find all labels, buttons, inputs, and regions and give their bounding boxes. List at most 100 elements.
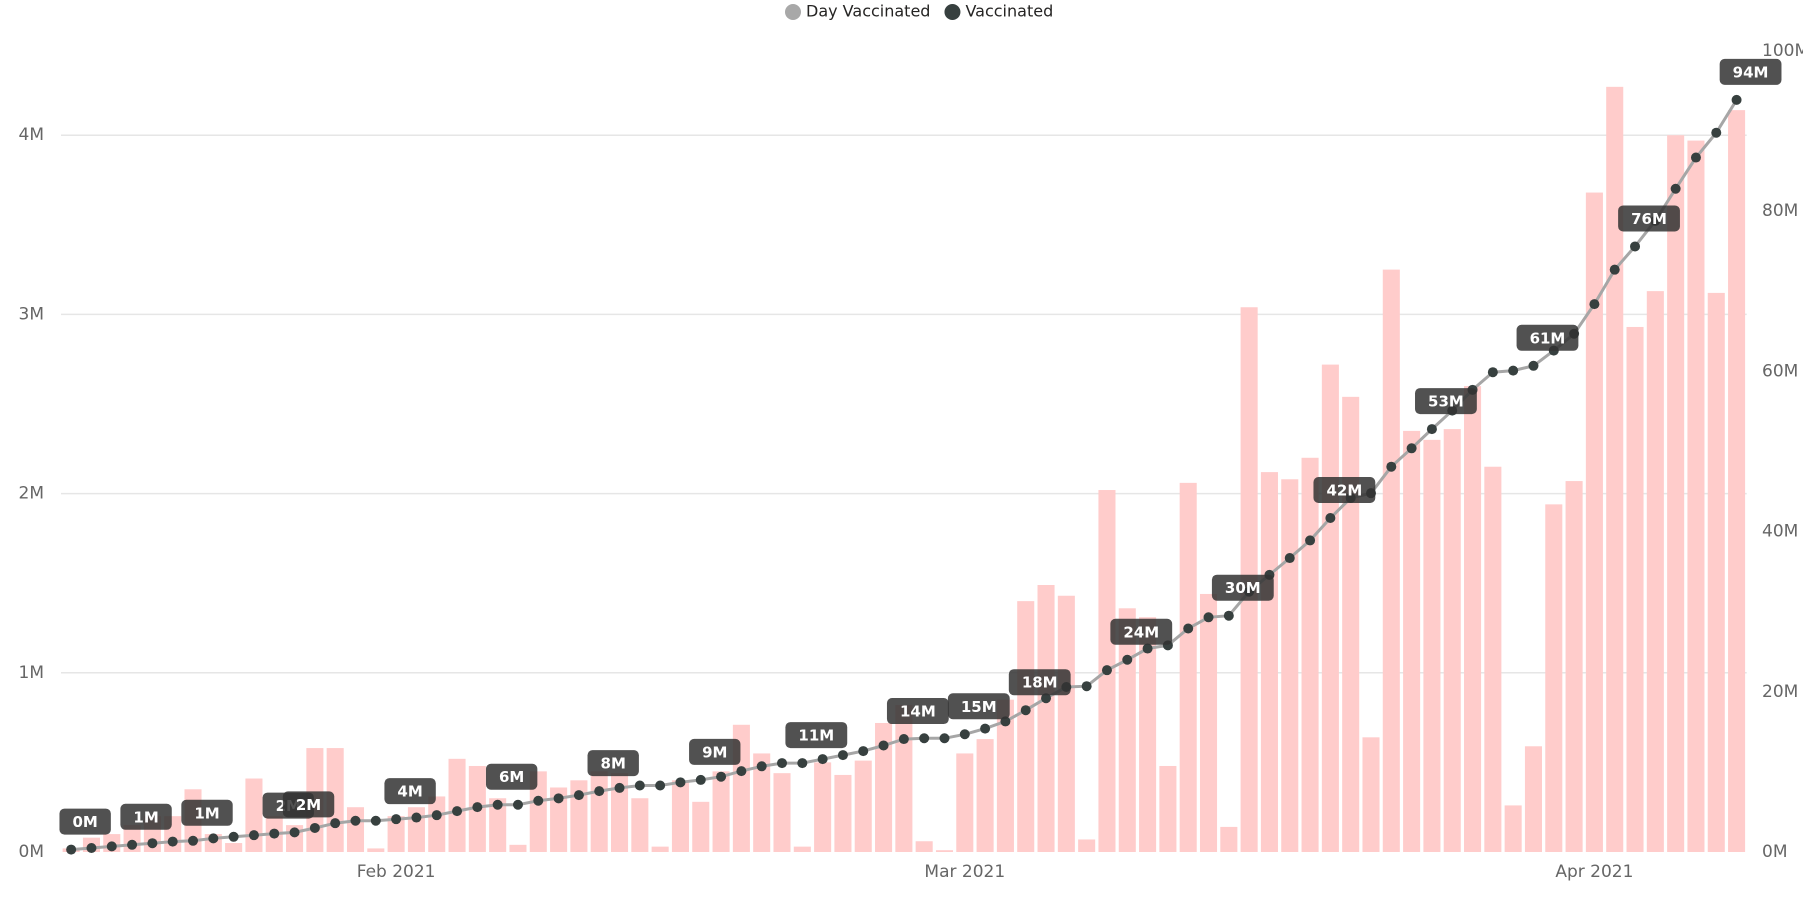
bar (1545, 504, 1563, 852)
x-tick-label: Apr 2021 (1555, 862, 1633, 882)
bar (1403, 430, 1421, 852)
y-tick-label: 0M (19, 842, 44, 862)
bar (1281, 479, 1299, 852)
bar (935, 850, 954, 852)
legend-swatch (785, 4, 801, 20)
point (919, 733, 930, 744)
point (492, 799, 503, 810)
bar (1626, 326, 1644, 852)
bar (692, 801, 710, 852)
bar (895, 705, 913, 852)
bar (915, 841, 933, 852)
point (1325, 512, 1336, 523)
data-label-box (587, 750, 639, 777)
bar (712, 771, 730, 852)
point (939, 733, 950, 744)
data-label-text: 0M (72, 813, 97, 831)
data-label-box (1211, 574, 1274, 601)
data-label-box (1313, 476, 1376, 503)
data-label: 53M (1415, 388, 1477, 415)
bar (1118, 608, 1136, 852)
bar (1301, 457, 1319, 852)
point (736, 766, 747, 777)
bar (1423, 439, 1441, 852)
bar (1037, 585, 1055, 852)
data-label-text: 9M (702, 743, 727, 761)
point (1284, 553, 1295, 564)
bar (1382, 269, 1400, 853)
bar (631, 798, 649, 852)
bar (1484, 466, 1502, 852)
x-tick-label: Feb 2021 (357, 862, 436, 882)
point (797, 758, 808, 769)
point (675, 777, 686, 788)
point (1305, 535, 1316, 546)
legend-label: Day Vaccinated (806, 2, 930, 21)
point (756, 761, 767, 772)
bar (1667, 135, 1685, 852)
point (1589, 299, 1600, 310)
point (208, 833, 219, 844)
data-label: 76M (1618, 205, 1680, 232)
point (553, 793, 564, 804)
data-label-text: 2M (296, 796, 321, 814)
data-label-text: 76M (1631, 210, 1667, 228)
point (1630, 241, 1641, 252)
data-label-text: 42M (1326, 481, 1362, 499)
point (533, 795, 544, 806)
point (777, 758, 788, 769)
data-label-box (384, 778, 436, 805)
data-label: 15M (947, 693, 1010, 720)
bar (1139, 617, 1157, 852)
point (1487, 367, 1498, 378)
data-label-text: 1M (194, 804, 219, 822)
point (228, 831, 239, 842)
y2-tick-label: 40M (1762, 522, 1798, 542)
bar (773, 773, 791, 852)
data-label: 1M (120, 803, 172, 830)
data-label: 18M (1008, 669, 1071, 696)
point (391, 814, 402, 825)
point (573, 790, 584, 801)
point (188, 835, 199, 846)
bar (651, 846, 669, 852)
data-label-box (1719, 58, 1782, 85)
point (147, 838, 158, 849)
point (350, 815, 361, 826)
y-tick-label: 2M (19, 484, 44, 504)
bar (1017, 601, 1035, 852)
point (1183, 623, 1194, 634)
point (127, 839, 138, 850)
bar (671, 780, 689, 852)
point (980, 723, 991, 734)
data-label: 24M (1110, 618, 1173, 645)
bar (1342, 396, 1360, 852)
bar (346, 807, 365, 852)
point (309, 822, 320, 833)
data-label-text: 4M (397, 783, 422, 801)
y2-tick-label: 60M (1762, 361, 1798, 381)
point (1508, 365, 1519, 376)
point (1711, 127, 1722, 138)
bar (1260, 472, 1278, 852)
bar (976, 739, 994, 852)
data-label: 61M (1516, 324, 1579, 351)
point (1122, 654, 1133, 665)
data-label-text: 18M (1022, 674, 1058, 692)
point (330, 818, 341, 829)
data-label: 94M (1719, 58, 1782, 85)
data-label: 42M (1313, 476, 1376, 503)
bar (753, 753, 771, 852)
bar (834, 774, 852, 852)
point (878, 740, 889, 751)
data-label-text: 24M (1123, 623, 1159, 641)
bar (326, 748, 344, 852)
point (695, 774, 706, 785)
legend-label: Vaccinated (965, 2, 1053, 21)
bar (550, 787, 568, 852)
data-label-box (947, 693, 1010, 720)
bar (814, 762, 832, 852)
data-label-box (181, 799, 233, 826)
point (837, 750, 848, 761)
